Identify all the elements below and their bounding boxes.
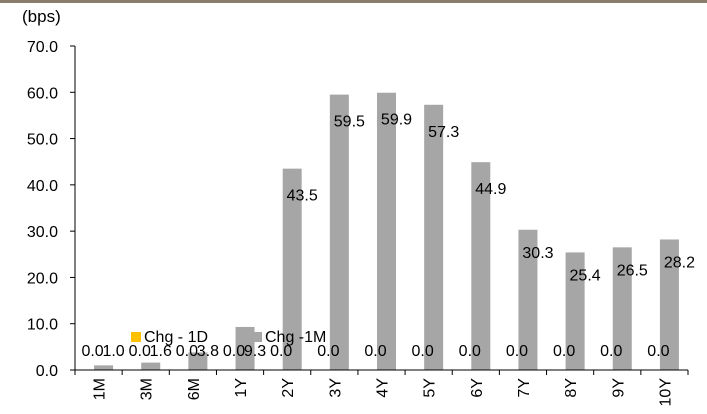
- bar-1m-1y: [235, 326, 255, 370]
- data-label-1m-9y: 26.5: [617, 262, 648, 279]
- legend-label-1m: Chg -1M: [265, 329, 326, 346]
- x-tick-label-4y: 4Y: [375, 378, 392, 398]
- data-label-1m-3y: 59.5: [334, 114, 365, 131]
- data-label-1d-7y: 0.0: [506, 343, 528, 360]
- data-label-1m-7y: 30.3: [522, 245, 553, 262]
- legend-swatch-1m: [252, 332, 262, 342]
- data-label-1m-3m: 1.6: [150, 343, 172, 360]
- data-label-1d-8y: 0.0: [553, 343, 575, 360]
- x-tick-label-1m: 1M: [92, 378, 109, 400]
- data-label-1m-2y: 43.5: [287, 188, 318, 205]
- y-tick-label: 60.0: [27, 85, 58, 102]
- data-label-1m-6m: 3.8: [197, 343, 219, 360]
- data-label-1d-3y: 0.0: [317, 343, 339, 360]
- bar-1m-9y: [612, 247, 632, 370]
- y-tick-label: 20.0: [27, 270, 58, 287]
- y-tick-label: 70.0: [27, 39, 58, 56]
- data-label-1d-1m: 0.0: [81, 343, 103, 360]
- data-label-1m-1m: 1.0: [102, 343, 124, 360]
- data-label-1d-6y: 0.0: [459, 343, 481, 360]
- data-label-1d-3m: 0.0: [129, 343, 151, 360]
- labels-layer: 0.01.0 0.01.6 0.03.8 0.09.3 0.043.50.059.50.…: [81, 112, 695, 360]
- bar-1m-3y: [329, 94, 349, 370]
- data-label-1m-1y: 9.3: [244, 343, 266, 360]
- x-tick-label-6y: 6Y: [469, 378, 486, 398]
- y-tick-label: 30.0: [27, 224, 58, 241]
- x-tick-label-9y: 9Y: [610, 378, 627, 398]
- y-axis-unit-label: (bps): [22, 7, 61, 26]
- x-tick-label-7y: 7Y: [516, 378, 533, 398]
- legend-swatch-1d: [131, 332, 141, 342]
- bar-1m-8y: [565, 252, 585, 370]
- data-label-1d-1y: 0.0: [223, 343, 245, 360]
- data-label-1m-5y: 57.3: [428, 124, 459, 141]
- axes-layer: 0.0 10.0 20.0 30.0 40.0 50.0 60.0 70.0 1M 3M 6M 1Y 2…: [27, 39, 689, 407]
- y-tick-label: 10.0: [27, 317, 58, 334]
- y-tick-label: 40.0: [27, 178, 58, 195]
- x-tick-label-5y: 5Y: [422, 378, 439, 398]
- bar-1m-2y: [282, 168, 302, 370]
- legend-label-1d: Chg - 1D: [144, 329, 208, 346]
- y-tick-label: 50.0: [27, 132, 58, 149]
- x-tick-label-8y: 8Y: [563, 378, 580, 398]
- bar-1m-7y: [518, 229, 538, 370]
- top-rule: [0, 0, 707, 3]
- data-label-1m-4y: 59.9: [381, 112, 412, 129]
- bars-layer: [94, 92, 679, 371]
- bar-1m-3m: [141, 362, 161, 370]
- bar-1m-4y: [377, 92, 396, 371]
- x-tick-label-6m: 6M: [186, 378, 203, 400]
- data-label-1d-4y: 0.0: [364, 343, 386, 360]
- data-label-1d-2y: 0.0: [270, 343, 292, 360]
- x-tick-label-2y: 2Y: [280, 378, 297, 398]
- data-label-1m-10y: 28.2: [664, 254, 695, 271]
- data-label-1d-5y: 0.0: [412, 343, 434, 360]
- data-label-1d-6m: 0.0: [176, 343, 198, 360]
- x-tick-label-3m: 3M: [139, 378, 156, 400]
- data-label-1m-6y: 44.9: [475, 181, 506, 198]
- x-tick-label-10y: 10Y: [657, 378, 674, 407]
- data-label-1d-10y: 0.0: [647, 343, 669, 360]
- data-label-1d-9y: 0.0: [600, 343, 622, 360]
- y-tick-label: 0.0: [36, 363, 58, 380]
- bar-1m-1m: [94, 365, 114, 370]
- bar-1m-5y: [424, 104, 444, 370]
- bar-1m-6y: [471, 162, 491, 370]
- bar-1m-6m: [188, 352, 208, 370]
- data-label-1m-8y: 25.4: [570, 267, 601, 284]
- x-tick-label-1y: 1Y: [233, 378, 250, 398]
- legend: Chg - 1D Chg -1M: [131, 329, 326, 346]
- x-tick-label-3y: 3Y: [327, 378, 344, 398]
- bar-1m-10y: [659, 239, 679, 370]
